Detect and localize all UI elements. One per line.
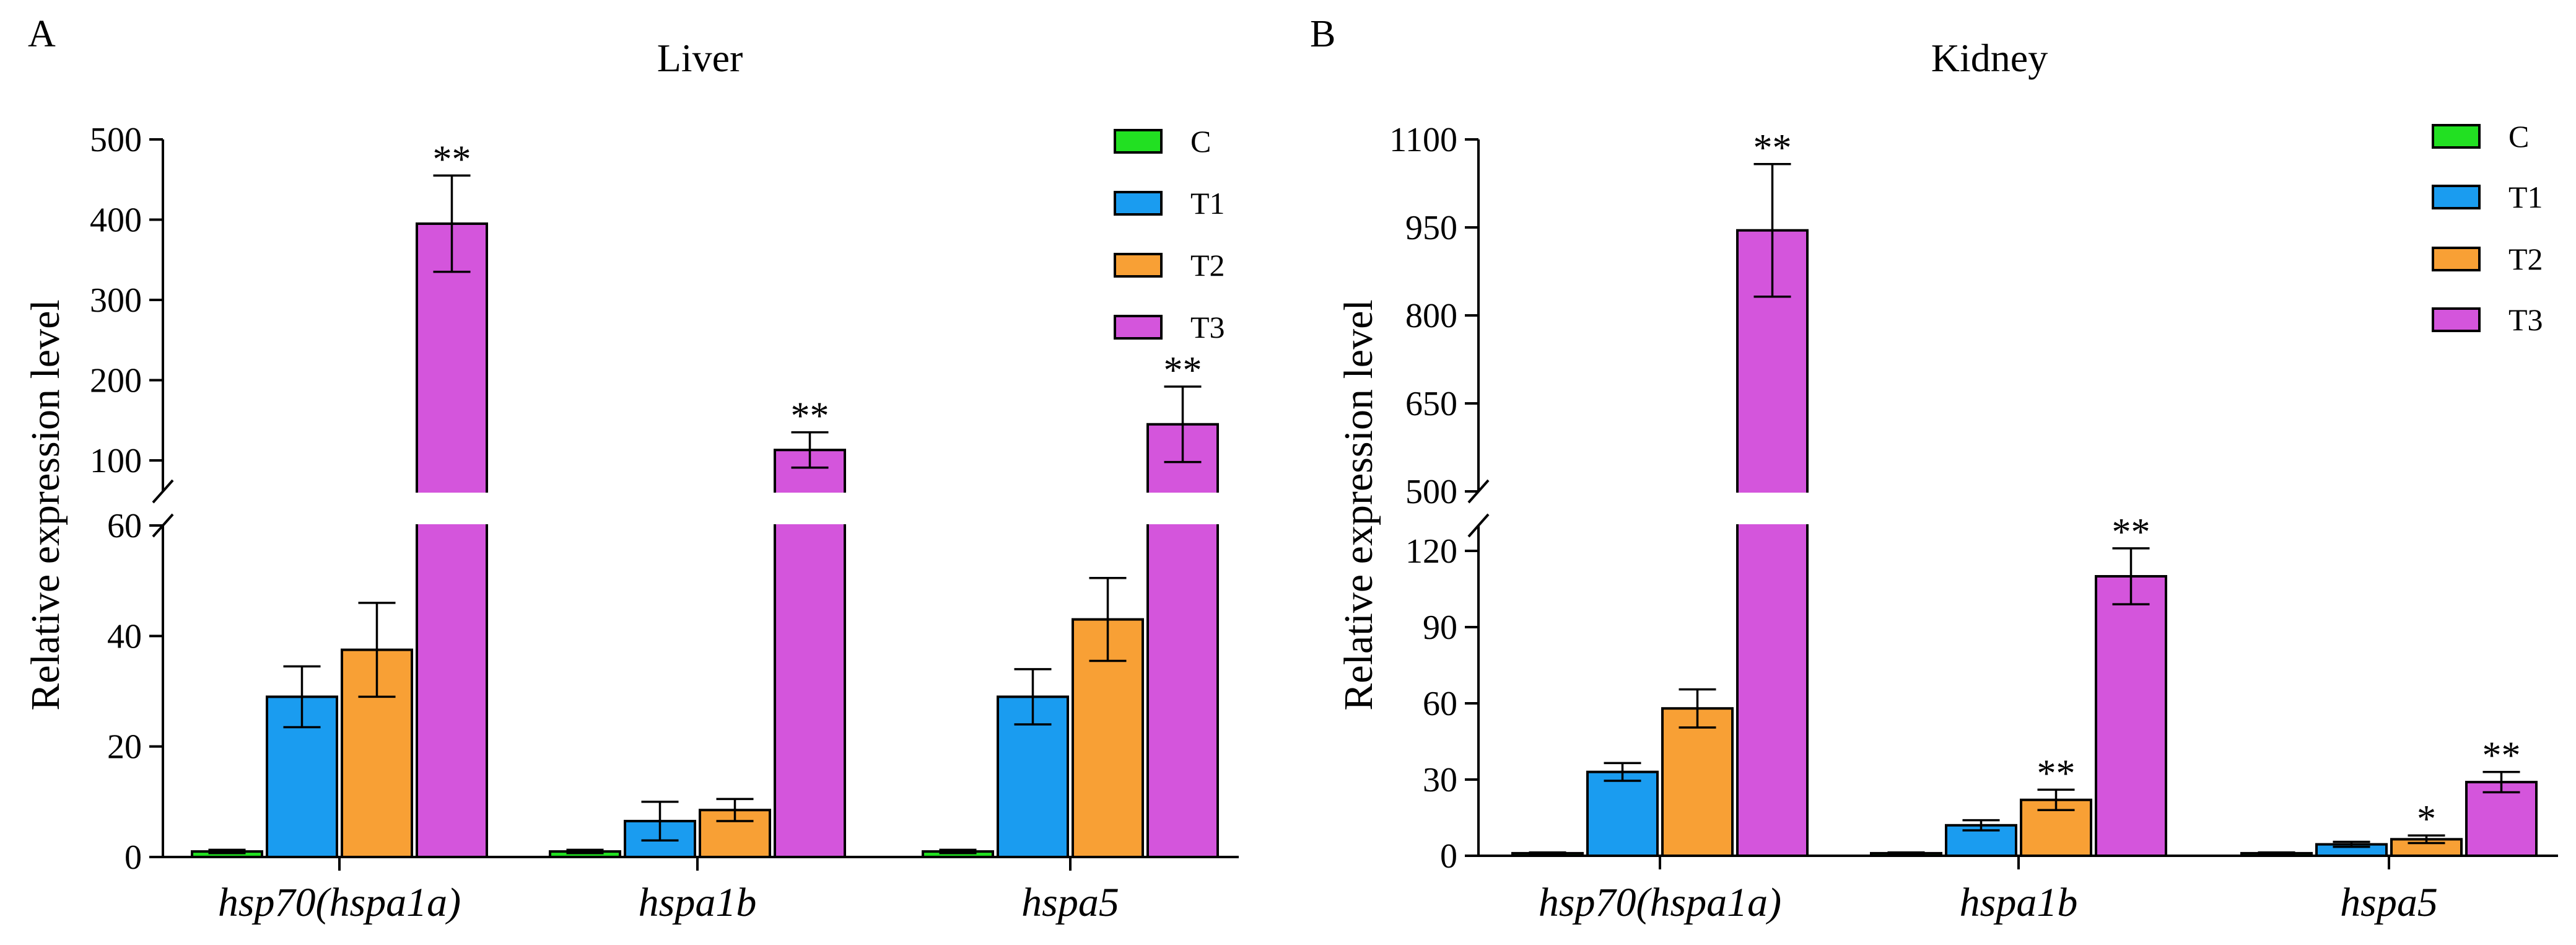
y-tick-label: 90 bbox=[1423, 609, 1457, 647]
bar bbox=[1736, 229, 1809, 857]
legend-swatch bbox=[1114, 129, 1163, 154]
bar-break-gap bbox=[1735, 493, 1810, 524]
legend-swatch bbox=[1114, 315, 1163, 340]
y-tick-label: 500 bbox=[90, 121, 142, 159]
y-tick-label: 0 bbox=[1440, 837, 1457, 876]
y-tick-label: 100 bbox=[90, 442, 142, 480]
bar bbox=[1661, 707, 1734, 857]
legend-label: T1 bbox=[1190, 186, 1225, 221]
bar bbox=[1586, 770, 1659, 857]
legend-label: T2 bbox=[1190, 248, 1225, 283]
y-axis-label: Relative expression level bbox=[23, 299, 68, 710]
x-category-label: hspa5 bbox=[2340, 880, 2438, 925]
y-tick-label: 20 bbox=[107, 728, 142, 767]
legend-swatch bbox=[2432, 247, 2481, 271]
legend-label: T1 bbox=[2508, 180, 2543, 214]
x-category-label: hspa1b bbox=[1960, 880, 2078, 925]
chart-title: Kidney bbox=[1931, 36, 2048, 80]
bar bbox=[416, 222, 488, 859]
y-tick-label: 60 bbox=[107, 507, 142, 545]
significance-label: ** bbox=[2112, 511, 2150, 553]
panel-b-kidney-chart: B Kidney Relative expression level 0 30 60 90 1… bbox=[1310, 13, 2558, 925]
bar bbox=[2095, 575, 2167, 857]
x-category-label: hsp70(hspa1a) bbox=[218, 880, 461, 925]
y-tick-label: 120 bbox=[1405, 532, 1457, 571]
x-category-label: hsp70(hspa1a) bbox=[1539, 880, 1781, 925]
panel-label: B bbox=[1310, 13, 1335, 55]
x-category-label: hspa1b bbox=[639, 880, 757, 925]
y-tick-label: 950 bbox=[1405, 209, 1457, 247]
legend-swatch bbox=[2432, 307, 2481, 332]
bar-break-gap bbox=[772, 493, 847, 524]
legend-swatch bbox=[1114, 253, 1163, 278]
chart-title: Liver bbox=[657, 36, 743, 80]
y-tick-label: 400 bbox=[90, 201, 142, 240]
y-tick-label: 800 bbox=[1405, 297, 1457, 335]
significance-label: * bbox=[2417, 798, 2436, 840]
panel-a-liver-chart: A Liver Relative expression level 0 20 40 60 10… bbox=[23, 13, 1239, 925]
y-tick-label: 40 bbox=[107, 617, 142, 656]
legend-swatch bbox=[2432, 124, 2481, 149]
legend-label: T2 bbox=[2508, 242, 2543, 276]
significance-label: ** bbox=[2037, 752, 2076, 794]
significance-label: ** bbox=[791, 395, 829, 437]
y-axis-label: Relative expression level bbox=[1336, 299, 1381, 710]
y-tick-label: 0 bbox=[124, 838, 142, 877]
significance-label: ** bbox=[1753, 127, 1792, 169]
legend-label: T3 bbox=[2508, 302, 2543, 337]
panel-label: A bbox=[28, 13, 56, 55]
y-tick-label: 500 bbox=[1405, 473, 1457, 511]
significance-label: ** bbox=[2482, 735, 2521, 777]
y-tick-label: 300 bbox=[90, 281, 142, 320]
x-category-label: hspa5 bbox=[1021, 880, 1119, 925]
y-tick-label: 650 bbox=[1405, 385, 1457, 423]
y-tick-label: 30 bbox=[1423, 761, 1457, 799]
legend-label: C bbox=[2508, 119, 2529, 154]
y-tick-label: 1100 bbox=[1389, 121, 1457, 159]
bar-break-gap bbox=[1145, 493, 1220, 524]
axis-break-mark bbox=[1467, 513, 1490, 538]
axis-break-mark bbox=[152, 479, 174, 504]
bar bbox=[266, 695, 338, 858]
significance-label: ** bbox=[1164, 349, 1202, 392]
y-tick-label: 60 bbox=[1423, 685, 1457, 723]
legend-label: C bbox=[1190, 124, 1211, 159]
bar bbox=[1146, 423, 1219, 858]
significance-label: ** bbox=[433, 138, 471, 180]
y-tick-label: 200 bbox=[90, 362, 142, 400]
legend-swatch bbox=[2432, 185, 2481, 209]
bar-break-gap bbox=[414, 493, 489, 524]
legend-label: T3 bbox=[1190, 310, 1225, 345]
legend-swatch bbox=[1114, 191, 1163, 216]
